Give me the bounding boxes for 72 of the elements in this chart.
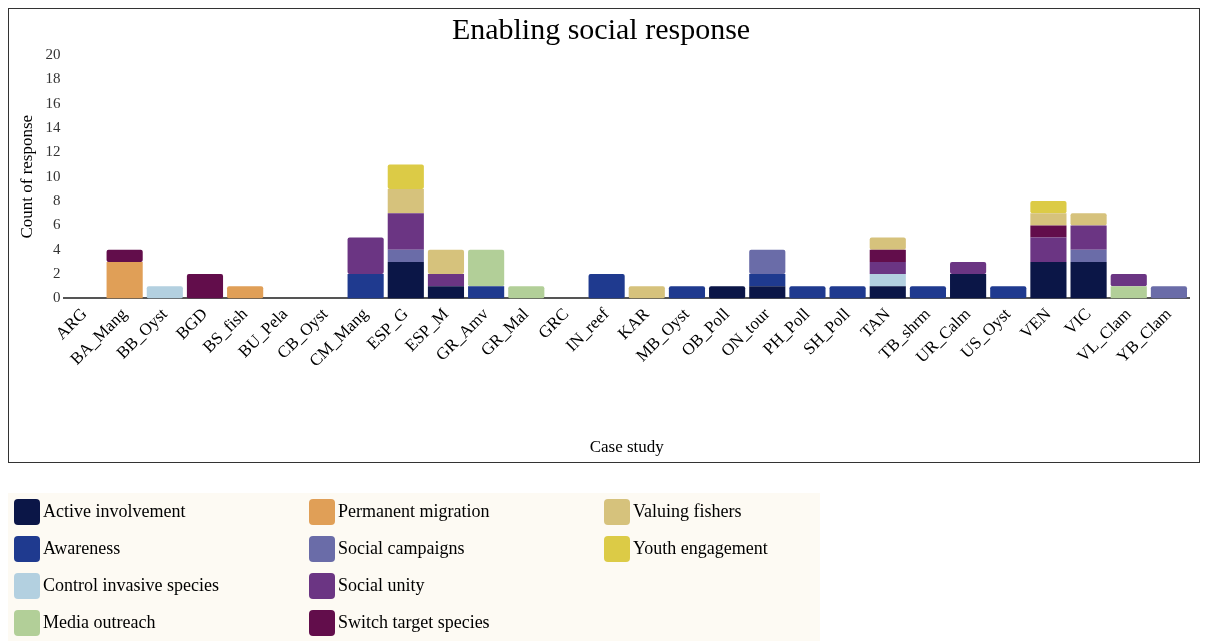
y-tick-label: 14 [45, 118, 61, 135]
bar [427, 286, 465, 299]
y-tick-label: 10 [45, 167, 61, 184]
bar [387, 164, 424, 189]
bar [186, 274, 224, 299]
y-tick-label: 12 [45, 143, 61, 160]
y-tick-label: 16 [45, 94, 61, 111]
chart-title: Enabling social response [451, 11, 751, 45]
legend-label: Permanent migration [338, 501, 490, 522]
legend-label: Social unity [338, 575, 425, 596]
bar [347, 237, 384, 275]
bar [106, 261, 143, 299]
bar [869, 249, 906, 262]
bar [1110, 274, 1147, 287]
bar [950, 274, 987, 299]
bar [588, 274, 625, 299]
bar [347, 274, 384, 299]
bar [869, 274, 906, 287]
bar [1030, 261, 1067, 299]
bar [1030, 225, 1067, 238]
bar [427, 249, 465, 275]
bar [1110, 286, 1147, 299]
bar [1070, 249, 1107, 262]
bar [1030, 237, 1067, 262]
bar [468, 249, 505, 287]
bar [668, 286, 706, 299]
y-tick-label: 18 [45, 70, 61, 87]
bar [1070, 225, 1107, 250]
bar [749, 249, 786, 275]
y-tick-label: 4 [52, 240, 61, 257]
x-axis-title: Case study [589, 437, 665, 457]
legend-label: Awareness [43, 538, 121, 559]
bar [869, 286, 906, 299]
bar [950, 261, 987, 275]
bar [387, 213, 424, 250]
bar [749, 286, 786, 299]
bar [628, 286, 665, 299]
bar [749, 274, 786, 287]
y-tick-label: 0 [52, 289, 61, 306]
bar [387, 261, 424, 299]
bar [1030, 213, 1067, 226]
bar [468, 286, 505, 299]
legend-label: Media outreach [43, 612, 156, 633]
legend-label: Youth engagement [633, 538, 768, 559]
bar [990, 286, 1027, 299]
y-tick-label: 20 [45, 45, 61, 62]
bar [829, 286, 866, 299]
legend-label: Active involvement [43, 501, 186, 522]
bar [227, 286, 264, 299]
bar [709, 286, 746, 299]
bar [387, 249, 424, 262]
bar [508, 286, 545, 299]
bar [789, 286, 826, 299]
bar [909, 286, 947, 299]
bar [1150, 286, 1187, 299]
legend-label: Valuing fishers [633, 501, 742, 522]
bar [1030, 201, 1067, 214]
bar [869, 261, 906, 275]
y-tick-label: 8 [52, 191, 61, 208]
legend-label: Switch target species [338, 612, 490, 633]
bar [387, 188, 424, 214]
bar [106, 249, 143, 262]
legend-label: Social campaigns [338, 538, 465, 559]
y-axis-title: Count of response [16, 114, 36, 239]
bar [427, 274, 465, 287]
bar [869, 237, 906, 250]
bar [1070, 213, 1107, 226]
y-tick-label: 6 [52, 216, 61, 233]
bar [1070, 261, 1107, 299]
legend-label: Control invasive species [43, 575, 219, 596]
y-tick-label: 2 [52, 265, 61, 282]
bar [146, 286, 183, 299]
